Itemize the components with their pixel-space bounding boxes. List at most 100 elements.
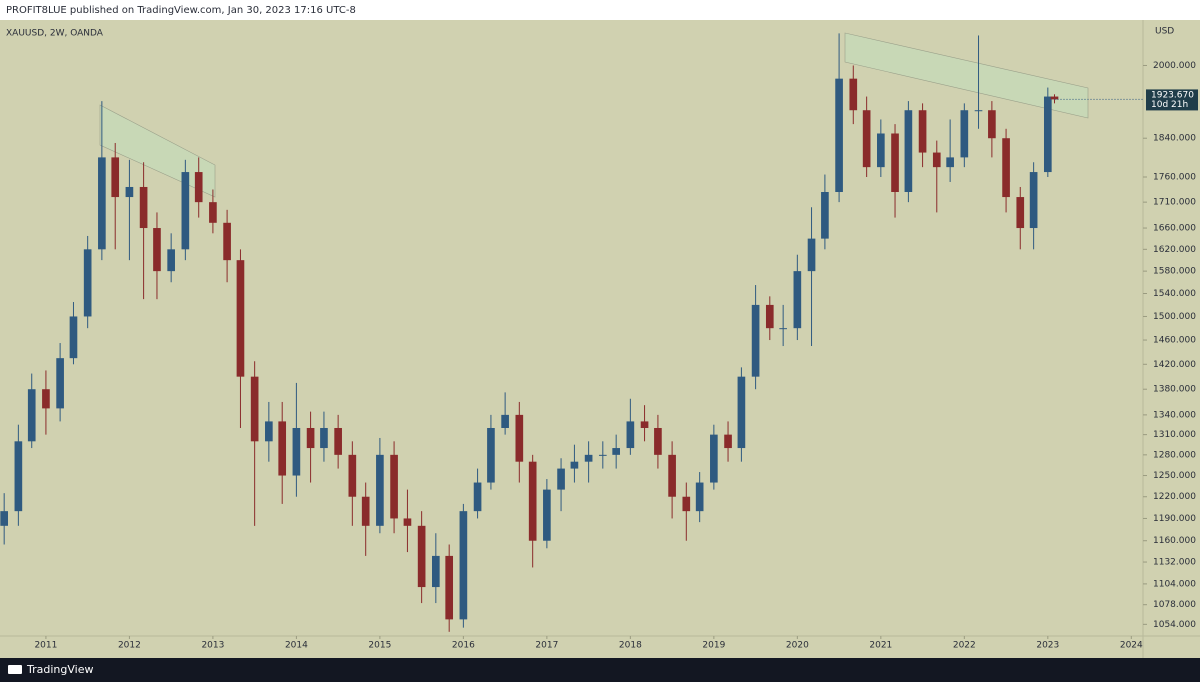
candle-body — [139, 186, 148, 229]
candle-body — [250, 376, 259, 442]
top-bar — [0, 0, 1200, 20]
publish-info: PROFIT8LUE published on TradingView.com,… — [6, 5, 356, 16]
candle — [877, 119, 885, 178]
candle-body — [668, 454, 676, 497]
candle — [14, 424, 23, 526]
brand: TradingView — [26, 663, 93, 676]
x-tick-label: 2023 — [1036, 641, 1059, 651]
candle — [1050, 94, 1059, 104]
candle — [570, 444, 579, 483]
candle — [223, 209, 231, 283]
candle — [69, 302, 78, 365]
candle-body — [835, 78, 843, 193]
candle-body — [877, 133, 885, 168]
candle-body — [849, 78, 858, 111]
candle — [487, 414, 495, 490]
candle — [265, 401, 273, 462]
candle-body — [56, 358, 64, 409]
candle — [835, 33, 843, 203]
candle-body — [265, 421, 273, 442]
countdown: 10d 21h — [1151, 100, 1188, 110]
candle-body — [751, 304, 760, 377]
y-tick-label: 1420.000 — [1153, 360, 1196, 370]
candle-body — [278, 421, 287, 476]
x-tick-label: 2022 — [953, 641, 976, 651]
candle — [793, 254, 802, 341]
candle — [445, 544, 454, 632]
candle — [724, 421, 732, 462]
candle-body — [528, 461, 537, 541]
candle-body — [306, 427, 315, 449]
y-tick-label: 1620.000 — [1153, 245, 1196, 255]
candle-body — [27, 389, 36, 442]
candle — [765, 296, 774, 341]
x-tick-label: 2019 — [702, 641, 725, 651]
candle — [278, 401, 287, 504]
candle — [612, 434, 620, 469]
candle-body — [125, 186, 134, 198]
candle — [932, 140, 941, 213]
y-tick-label: 1310.000 — [1153, 430, 1196, 440]
candle-body — [724, 434, 732, 449]
candle-body — [403, 518, 412, 526]
y-tick-label: 1054.000 — [1153, 620, 1196, 630]
candle — [403, 489, 412, 553]
x-tick-label: 2016 — [452, 641, 475, 651]
y-tick-label: 1340.000 — [1153, 410, 1196, 420]
y-tick-label: 1132.000 — [1153, 558, 1196, 568]
candle-body — [932, 152, 941, 168]
candle — [334, 414, 342, 469]
candle-body — [459, 511, 468, 620]
candle-body — [390, 454, 398, 519]
candle-body — [209, 202, 217, 223]
candle — [821, 174, 829, 250]
candle — [181, 159, 190, 261]
candle-body — [14, 441, 23, 512]
candle — [626, 398, 635, 455]
candle-body — [904, 110, 913, 193]
candle — [459, 503, 468, 628]
candle — [27, 373, 36, 449]
candle-body — [487, 427, 495, 483]
candle — [988, 101, 996, 158]
candle — [668, 441, 676, 519]
candle-body — [988, 110, 996, 139]
candle — [98, 101, 106, 261]
candle-body — [361, 496, 370, 526]
x-tick-label: 2014 — [285, 641, 308, 651]
candle-body — [1050, 96, 1059, 100]
x-tick-label: 2021 — [869, 641, 892, 651]
candle-body — [821, 192, 829, 239]
plot: 2000.000 1840.000 1760.000 1710.000 1660.000… — [0, 33, 1198, 651]
candle — [862, 96, 871, 178]
candle-body — [710, 434, 718, 483]
candle — [306, 411, 315, 483]
candle — [139, 162, 148, 300]
candle-body — [598, 454, 607, 456]
y-tick-label: 1104.000 — [1153, 579, 1196, 589]
candle-body — [737, 376, 746, 449]
candle-body — [918, 110, 927, 153]
candle — [904, 101, 913, 203]
candle-body — [557, 468, 565, 490]
candle — [1029, 162, 1038, 250]
candle-body — [111, 157, 120, 198]
y-tick-label: 1500.000 — [1153, 312, 1196, 322]
candle-body — [515, 414, 524, 462]
candle — [528, 454, 537, 568]
candle-body — [584, 454, 593, 462]
candle — [209, 189, 217, 234]
candle — [125, 159, 134, 261]
last-price-badge — [1146, 89, 1198, 111]
candle — [0, 493, 9, 545]
y-tick-label: 1710.000 — [1153, 198, 1196, 208]
y-tick-label: 1160.000 — [1153, 536, 1196, 546]
candle-body — [98, 157, 106, 250]
candle — [153, 212, 161, 300]
candle — [431, 533, 440, 604]
last-price-label: 1923.670 — [1151, 90, 1194, 100]
candle — [56, 343, 64, 422]
candle — [654, 414, 662, 469]
candle — [361, 482, 370, 556]
candle — [598, 441, 607, 469]
